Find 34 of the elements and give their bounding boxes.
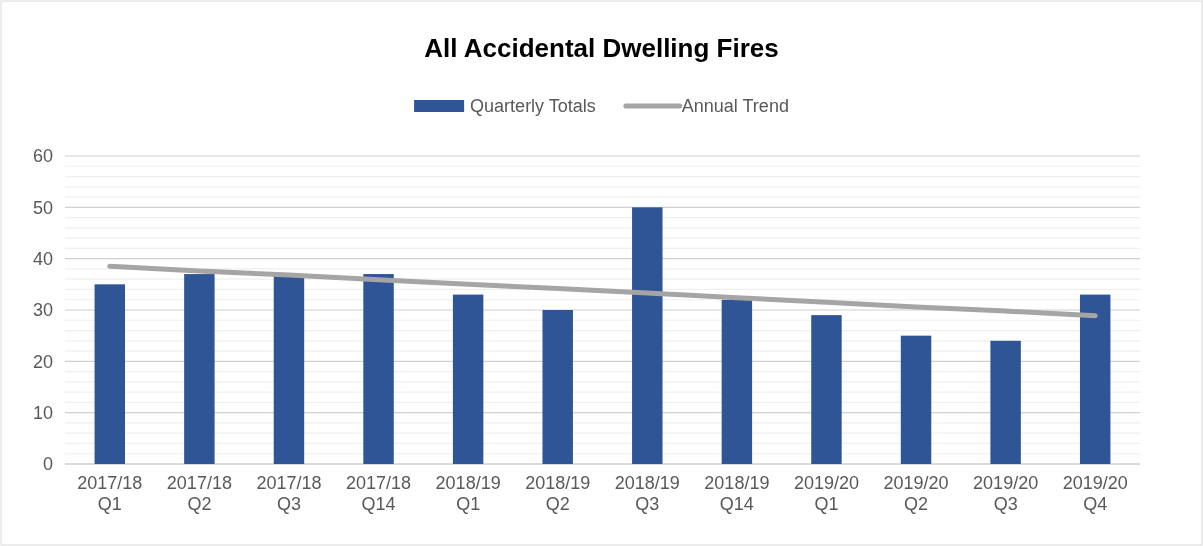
bar (452, 294, 484, 464)
y-tick-label: 30 (32, 300, 53, 321)
x-tick-label: 2019/20 Q1 (793, 472, 859, 515)
x-tick-label: 2018/19 Q2 (525, 472, 591, 515)
legend-label: Annual Trend (681, 96, 789, 116)
legend-label: Quarterly Totals (470, 96, 596, 116)
bar (273, 274, 305, 464)
bar (94, 284, 126, 464)
chart-title: All Accidental Dwelling Fires (424, 33, 779, 63)
x-tick-label: 2017/18 Q2 (166, 472, 232, 515)
x-tick-label: 2018/19 Q14 (704, 472, 770, 515)
x-tick-label: 2018/19 Q1 (435, 472, 501, 515)
y-tick-label: 60 (32, 146, 53, 167)
bar (721, 299, 753, 464)
bar (542, 310, 573, 464)
x-tick-label: 2019/20 Q3 (973, 472, 1039, 515)
y-tick-label: 20 (32, 351, 53, 372)
bar (363, 274, 394, 464)
y-tick-label: 50 (32, 197, 53, 218)
y-tick-label: 0 (42, 454, 53, 475)
x-tick-label: 2018/19 Q3 (614, 472, 680, 515)
y-tick-label: 10 (32, 402, 53, 423)
x-tick-label: 2017/18 Q3 (256, 472, 322, 515)
y-tick-label: 40 (32, 248, 53, 269)
x-tick-label: 2019/20 Q4 (1062, 472, 1128, 515)
bar (184, 274, 215, 464)
bar (811, 315, 842, 464)
bar (900, 335, 932, 464)
x-tick-label: 2017/18 Q14 (346, 472, 412, 515)
x-tick-label: 2019/20 Q2 (883, 472, 949, 515)
bar (990, 340, 1021, 464)
bar (632, 207, 663, 464)
bar (1079, 294, 1111, 464)
x-tick-label: 2017/18 Q1 (77, 472, 143, 515)
